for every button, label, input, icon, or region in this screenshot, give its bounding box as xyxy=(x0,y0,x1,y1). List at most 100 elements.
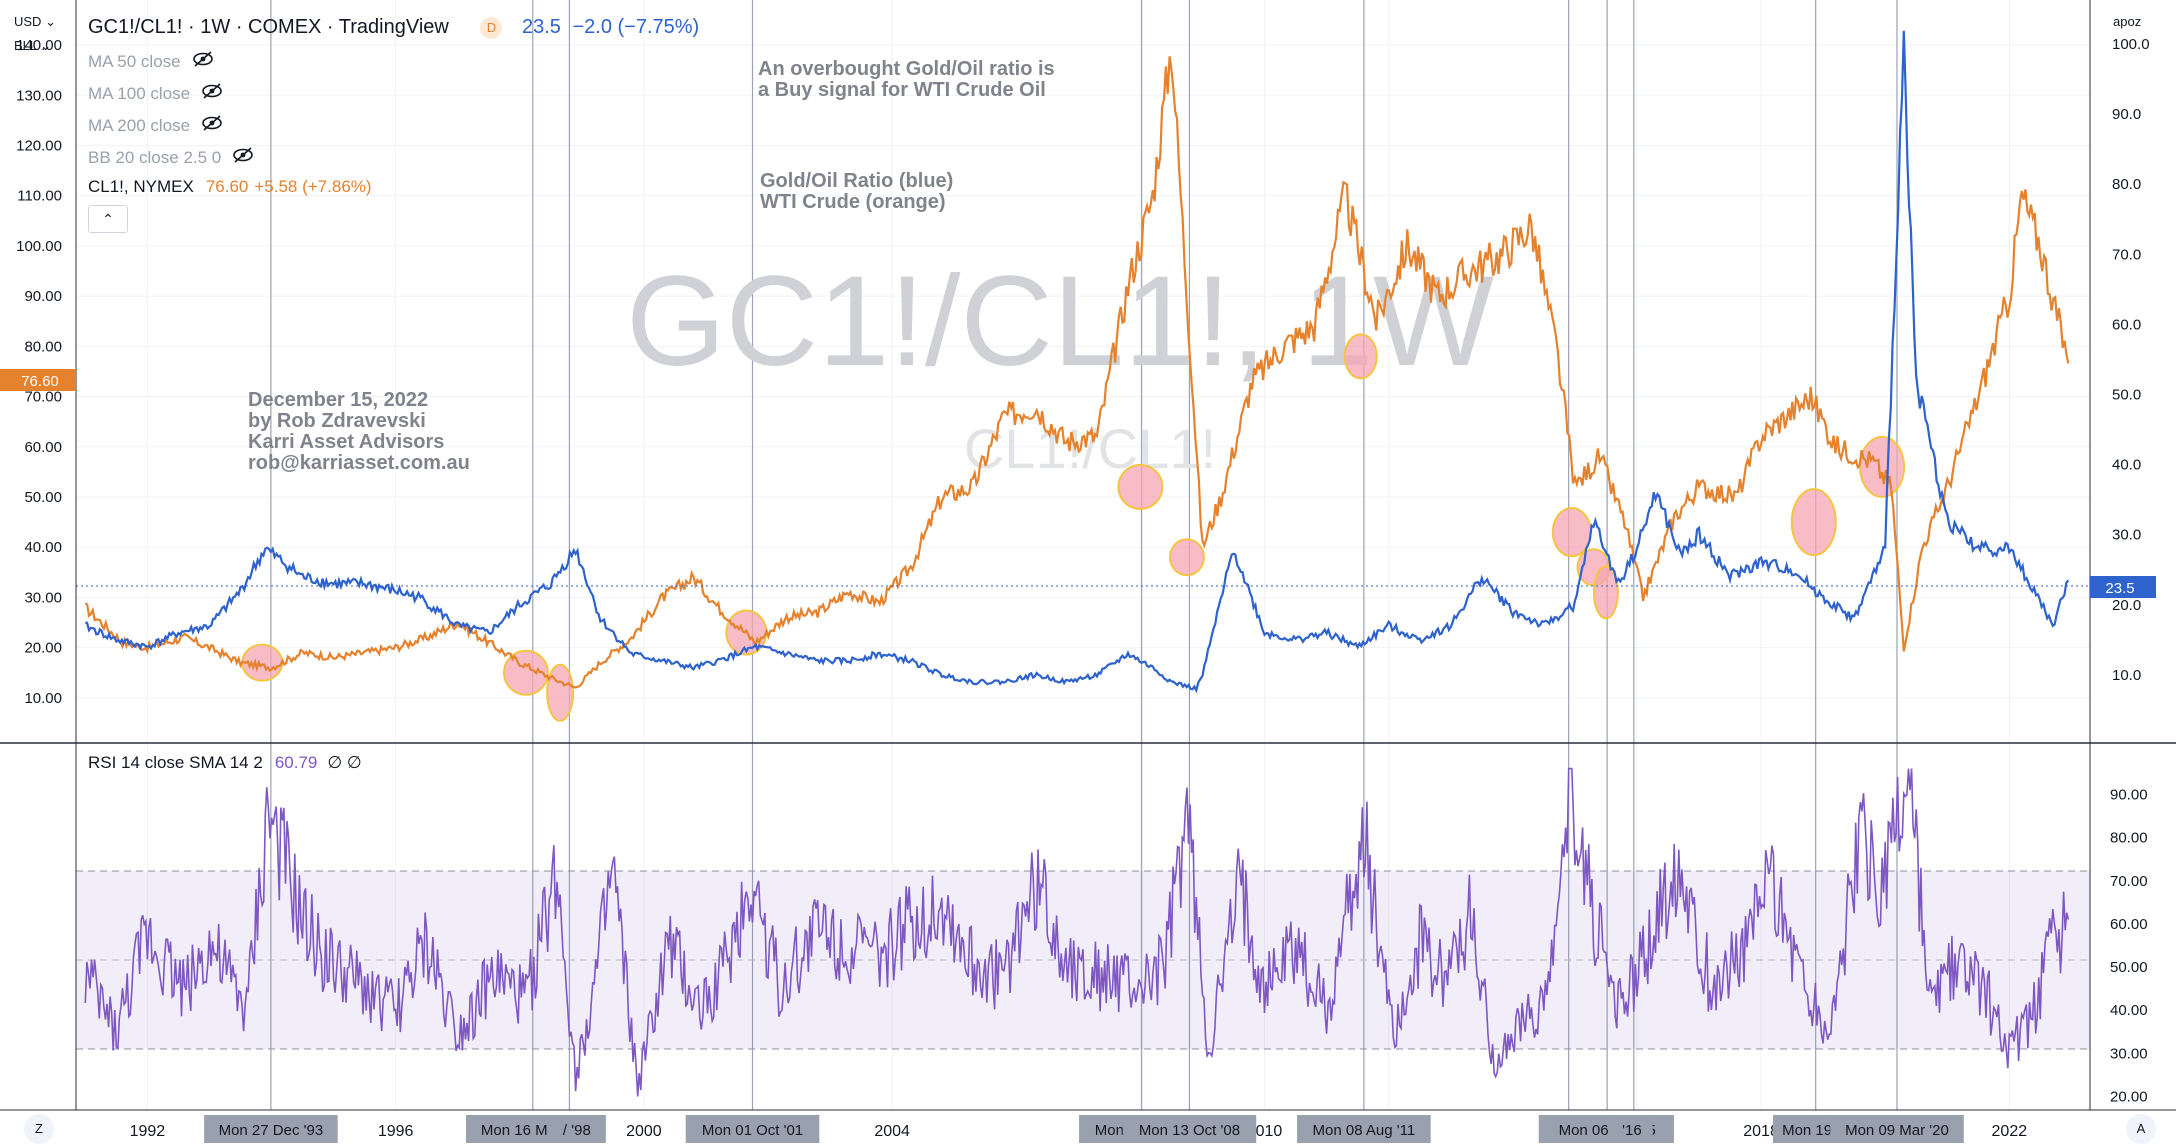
rsi-axis-tick: 80.00 xyxy=(2110,830,2148,847)
currency-selector[interactable]: USD ⌄ xyxy=(14,14,56,29)
left-axis-tick: 130.00 xyxy=(16,87,62,104)
left-axis-tick: 40.00 xyxy=(24,539,62,556)
author-note: December 15, 2022 by Rob Zdravevski Karr… xyxy=(248,389,470,474)
right-axis-tick: 80.0 xyxy=(2112,176,2141,193)
event-label: Mon 13 Oct '08 xyxy=(1139,1122,1240,1139)
watermark-sub: CL1!/CL1! xyxy=(964,417,1216,480)
buy-signal-highlight xyxy=(1117,463,1164,510)
left-axis-tick: 20.00 xyxy=(24,640,62,657)
rsi-legend[interactable]: RSI 14 close SMA 14 2 60.79 ∅ ∅ xyxy=(88,753,362,773)
buy-signal-highlight xyxy=(1859,435,1906,498)
crude-oil-line xyxy=(84,56,2070,689)
legend-ma100[interactable]: MA 100 close xyxy=(88,81,224,106)
buy-signal-highlight xyxy=(546,663,575,722)
event-label-box xyxy=(547,1115,606,1143)
right-axis-tick: 20.0 xyxy=(2112,597,2141,614)
ratio-value: 23.5 xyxy=(521,16,561,38)
left-axis-tick: 100.00 xyxy=(16,238,62,255)
event-label-box xyxy=(1611,1115,1653,1143)
event-label-box xyxy=(685,1115,820,1143)
buy-signal-highlight xyxy=(1592,565,1619,620)
event-label-box xyxy=(1297,1115,1431,1143)
right-axis-tick: 40.0 xyxy=(2112,457,2141,474)
hidden-eye-icon[interactable] xyxy=(231,145,255,170)
collapse-legend-button[interactable]: ⌃ xyxy=(88,205,128,233)
data-badge[interactable]: D xyxy=(480,16,503,39)
event-label: Mon 27 Dec '93 xyxy=(219,1122,324,1139)
event-label: '16 xyxy=(1622,1122,1642,1139)
right-axis-tick: 10.0 xyxy=(2112,667,2141,684)
event-label: / '98 xyxy=(563,1122,591,1139)
ratio-change: −2.0 (−7.75%) xyxy=(572,16,700,38)
symbol-title: GC1!/CL1! · 1W · COMEX · TradingView xyxy=(88,16,449,38)
rsi-pane xyxy=(76,767,2090,1097)
rsi-price-axis[interactable]: 20.00 30.00 40.00 50.00 60.00 70.00 80.00 90.00 xyxy=(2110,787,2148,1106)
gold-oil-ratio-line xyxy=(85,30,2070,694)
event-label: Mon 09 Mar '20 xyxy=(1845,1122,1949,1139)
buy-signal-highlight xyxy=(502,649,549,696)
main-pane-grid xyxy=(76,0,2090,1110)
event-label-box xyxy=(204,1115,338,1143)
time-axis-tick: 2000 xyxy=(626,1123,662,1140)
ma50-label: MA 50 close xyxy=(88,51,181,71)
rsi-axis-tick: 50.00 xyxy=(2110,959,2148,976)
right-axis-tick: 60.0 xyxy=(2112,316,2141,333)
time-axis-tick: 1996 xyxy=(378,1123,414,1140)
time-axis-event-labels: Mon 27 Dec '93 Mon 16 Mar '98/ '98 Mon 01 … xyxy=(204,1115,1964,1143)
rsi-extra: ∅ ∅ xyxy=(327,753,362,772)
legend-bb[interactable]: BB 20 close 2.5 0 xyxy=(88,145,255,170)
crude-price-tag-label: 76.60 xyxy=(21,373,59,390)
rsi-axis-tick: 70.00 xyxy=(2110,873,2148,890)
legend-crude[interactable]: CL1!, NYMEX 76.60 +5.58 (+7.86%) xyxy=(88,177,372,197)
legend-ma50[interactable]: MA 50 close xyxy=(88,49,215,74)
buy-signal-highlight xyxy=(1168,538,1205,577)
ratio-price-tag-label: 23.5 xyxy=(2105,580,2134,597)
ma100-label: MA 100 close xyxy=(88,83,191,103)
legend-ma200[interactable]: MA 200 close xyxy=(88,113,224,138)
ratio-price-tag: 23.5 xyxy=(2090,576,2156,598)
rsi-value: 60.79 xyxy=(274,753,318,772)
signal-note: An overbought Gold/Oil ratio is a Buy si… xyxy=(758,58,1055,101)
left-axis-tick: 10.00 xyxy=(24,690,62,707)
buy-signal-highlight xyxy=(1343,333,1378,380)
right-axis-tick: 50.0 xyxy=(2112,387,2141,404)
left-axis-tick: 80.00 xyxy=(24,338,62,355)
right-unit-label: apoz xyxy=(2113,14,2142,29)
auto-scale-left-button[interactable]: Z xyxy=(24,1114,54,1144)
left-axis-tick: 30.00 xyxy=(24,589,62,606)
left-axis-tick: 70.00 xyxy=(24,389,62,406)
time-axis[interactable]: 1992199620002004200820102012201620182022 xyxy=(130,1123,2028,1140)
left-axis-tick: 140.00 xyxy=(16,37,62,54)
unit-label: BLL xyxy=(14,38,37,53)
time-axis-tick: 1992 xyxy=(130,1123,166,1140)
left-axis-tick: 60.00 xyxy=(24,439,62,456)
time-axis-tick: 2022 xyxy=(1992,1123,2028,1140)
rsi-line xyxy=(84,767,2070,1097)
left-price-axis[interactable]: 10.00 20.00 30.00 40.00 50.00 60.00 70.00 80.00… xyxy=(16,37,62,707)
crude-price-tag: 76.60 xyxy=(0,369,76,391)
crude-value: 76.60 xyxy=(205,177,249,196)
event-label-box xyxy=(1122,1115,1257,1143)
left-axis-tick: 50.00 xyxy=(24,489,62,506)
bb-label: BB 20 close 2.5 0 xyxy=(88,147,222,167)
rsi-axis-tick: 20.00 xyxy=(2110,1088,2148,1105)
symbol-header[interactable]: GC1!/CL1! · 1W · COMEX · TradingView D 2… xyxy=(88,16,699,39)
hidden-eye-icon[interactable] xyxy=(200,81,224,106)
buy-signal-highlights xyxy=(241,333,1906,722)
left-axis-tick: 110.00 xyxy=(17,188,62,205)
rsi-axis-tick: 90.00 xyxy=(2110,787,2148,804)
unit-selector[interactable]: BLL ⌄ xyxy=(14,38,52,53)
right-price-axis[interactable]: 10.0 20.0 30.0 40.0 50.0 60.0 70.0 80.0 90.0 100.… xyxy=(2112,36,2150,684)
right-axis-tick: 100.0 xyxy=(2112,36,2150,53)
rsi-label: RSI 14 close SMA 14 2 xyxy=(88,753,263,772)
hidden-eye-icon[interactable] xyxy=(191,49,215,74)
auto-scale-right-button[interactable]: A xyxy=(2126,1114,2156,1144)
hidden-eye-icon[interactable] xyxy=(200,113,224,138)
right-axis-tick: 90.0 xyxy=(2112,106,2141,123)
crude-symbol-label: CL1!, NYMEX xyxy=(88,177,194,196)
event-label-box xyxy=(1830,1115,1964,1143)
right-axis-tick: 70.0 xyxy=(2112,246,2141,263)
crude-change: +5.58 (+7.86%) xyxy=(254,177,372,196)
time-axis-tick: 2018 xyxy=(1743,1123,1779,1140)
